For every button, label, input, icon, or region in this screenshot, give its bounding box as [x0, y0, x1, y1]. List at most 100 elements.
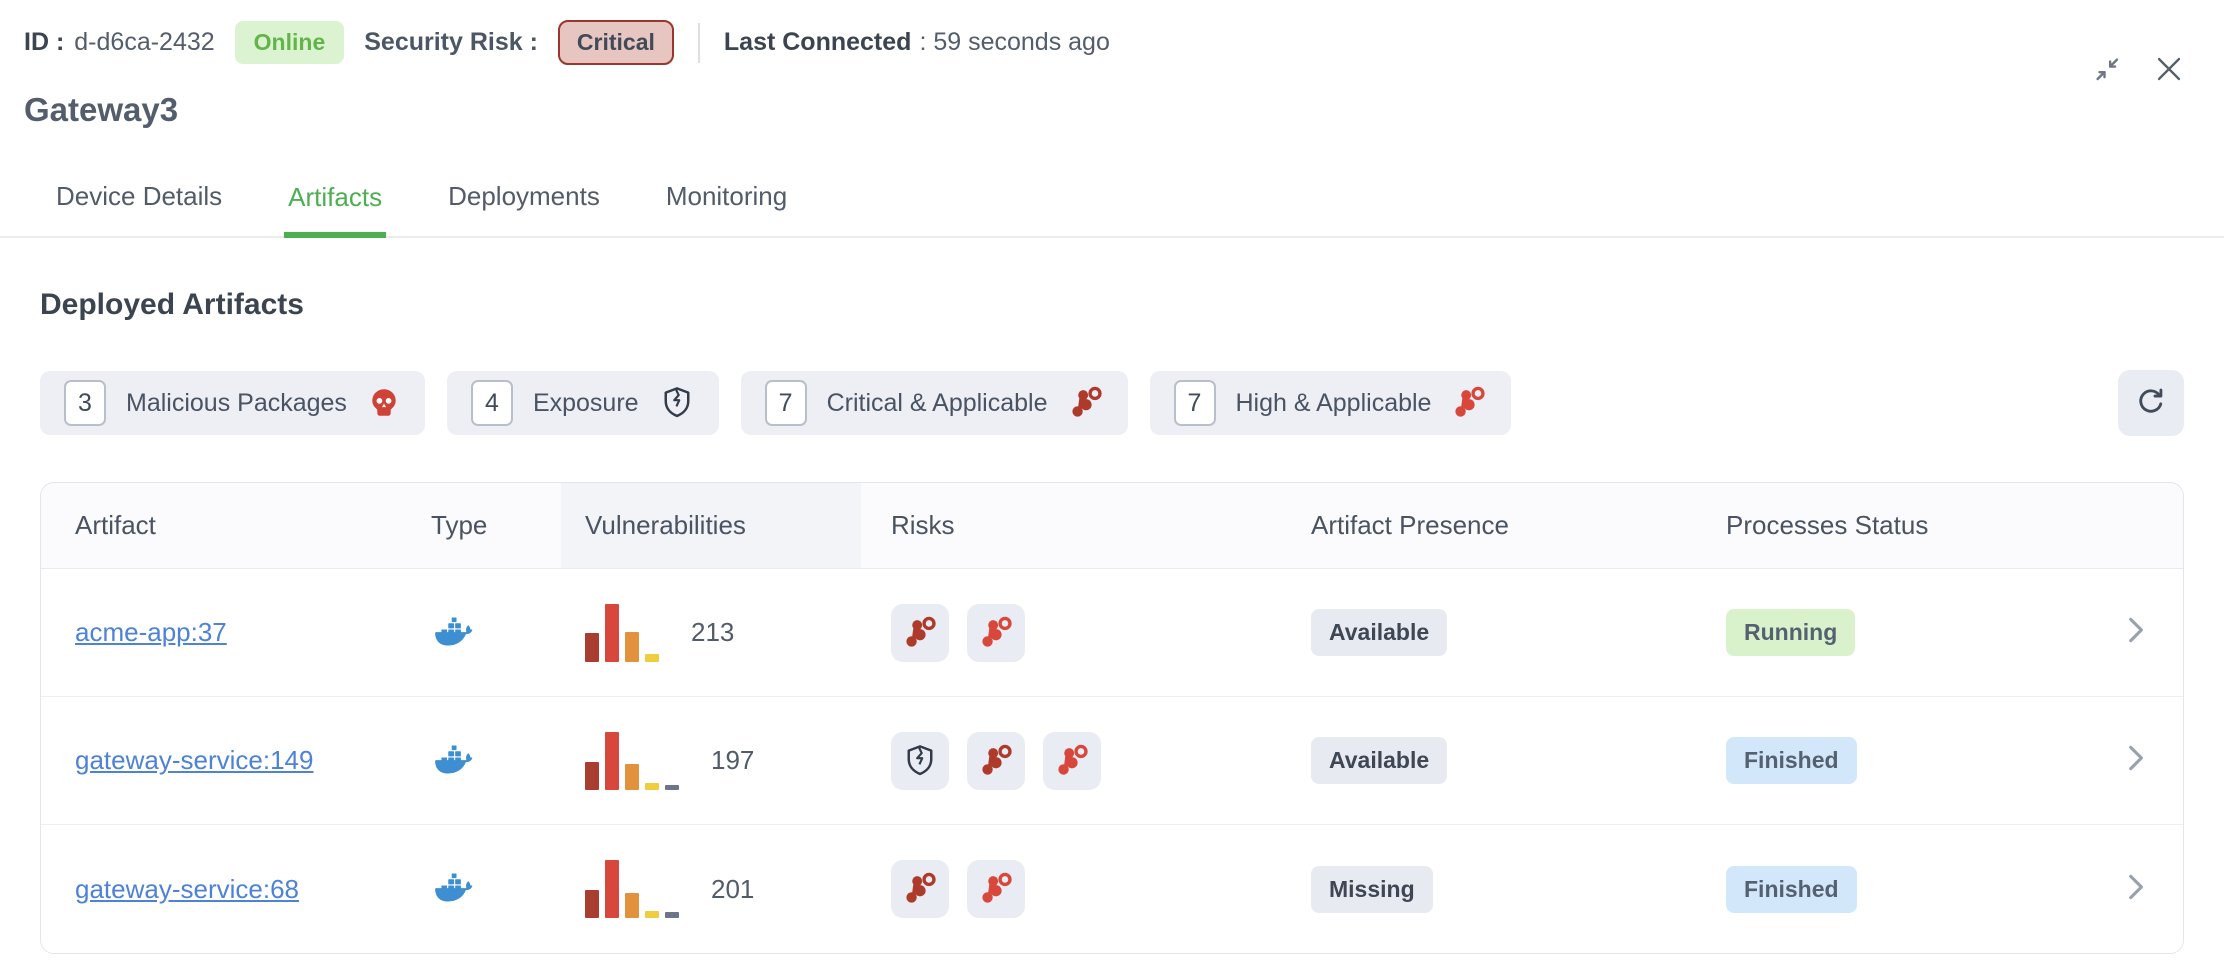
risk-icons	[861, 860, 1281, 918]
docker-icon	[431, 615, 561, 651]
device-meta-row: ID : d-d6ca-2432 Online Security Risk : …	[24, 20, 2184, 65]
shield-crack-icon[interactable]	[891, 731, 949, 790]
status-badge: Running	[1726, 609, 1856, 656]
table-row: gateway-service:68 201 Missing Finished	[41, 825, 2183, 953]
column-header-artifact-presence[interactable]: Artifact Presence	[1311, 510, 1509, 540]
refresh-button[interactable]	[2118, 370, 2184, 436]
collapse-icon	[2092, 54, 2122, 87]
applicable-high-icon[interactable]	[967, 603, 1025, 662]
presence-badge: Missing	[1311, 865, 1433, 913]
artifact-link[interactable]: gateway-service:149	[75, 745, 314, 775]
vulnerability-severity-bars	[585, 731, 679, 790]
filter-count: 3	[64, 380, 106, 426]
chevron-right-icon[interactable]	[2118, 613, 2152, 652]
applicable-high-icon	[1451, 385, 1487, 421]
filter-count: 7	[1173, 380, 1216, 426]
close-icon	[2152, 52, 2186, 89]
last-connected-label: Last Connected	[723, 28, 912, 56]
column-header-processes-status[interactable]: Processes Status	[1726, 510, 1929, 540]
artifacts-section: Deployed Artifacts 3 Malicious Packages 4…	[0, 288, 2224, 954]
vulnerability-count: 201	[711, 873, 755, 904]
table-header: Artifact Type Vulnerabilities Risks Arti…	[41, 483, 2183, 569]
vulnerability-severity-bars	[585, 603, 659, 662]
severity-bar	[645, 911, 659, 918]
column-header-type[interactable]: Type	[431, 510, 488, 540]
tab-deployments[interactable]: Deployments	[444, 169, 604, 236]
tab-device-details[interactable]: Device Details	[52, 169, 226, 236]
docker-icon	[431, 871, 561, 907]
page-title: Gateway3	[24, 91, 179, 128]
last-connected-value: : 59 seconds ago	[919, 28, 1110, 56]
applicable-critical-icon[interactable]	[891, 860, 949, 918]
filter-count: 4	[470, 380, 513, 426]
filter-count: 7	[764, 380, 807, 426]
vulnerability-count: 197	[711, 745, 755, 775]
presence-badge: Available	[1311, 737, 1448, 784]
chevron-right-icon[interactable]	[2118, 741, 2152, 780]
device-id-label: ID :	[24, 28, 65, 56]
status-badge: Finished	[1726, 865, 1857, 913]
filter-chips: 3 Malicious Packages 4 Exposure 7 Critical …	[40, 371, 2118, 435]
filter-chip-malicious-packages[interactable]: 3 Malicious Packages	[40, 371, 425, 435]
risk-icons	[861, 731, 1281, 790]
section-title: Deployed Artifacts	[40, 288, 304, 321]
filter-label: Critical & Applicable	[826, 388, 1048, 417]
tab-bar: Device Details Artifacts Deployments Mon…	[0, 169, 2224, 238]
device-id: ID : d-d6ca-2432	[24, 28, 215, 57]
filter-label: High & Applicable	[1235, 388, 1432, 417]
severity-bar	[605, 731, 619, 790]
docker-icon	[431, 743, 561, 779]
tab-artifacts[interactable]: Artifacts	[284, 169, 387, 238]
severity-bar	[585, 890, 599, 918]
applicable-critical-icon[interactable]	[891, 603, 949, 662]
close-panel-button[interactable]	[2152, 52, 2186, 89]
filter-chip-critical-applicable[interactable]: 7 Critical & Applicable	[740, 371, 1128, 435]
filter-label: Exposure	[532, 388, 639, 417]
column-header-vulnerabilities[interactable]: Vulnerabilities	[561, 483, 861, 568]
divider	[697, 22, 700, 63]
severity-bar	[585, 632, 599, 662]
table-row: gateway-service:149 197 Available	[41, 697, 2183, 825]
severity-bar	[665, 784, 679, 790]
tab-monitoring[interactable]: Monitoring	[662, 169, 791, 236]
severity-bar	[605, 603, 619, 662]
artifact-link[interactable]: gateway-service:68	[75, 873, 299, 904]
severity-bar	[625, 631, 639, 662]
last-connected: Last Connected: 59 seconds ago	[724, 28, 1110, 57]
severity-bar	[665, 912, 679, 918]
filter-label: Malicious Packages	[126, 388, 347, 417]
severity-bar	[605, 860, 619, 918]
refresh-icon	[2134, 385, 2168, 422]
vulnerability-count: 213	[691, 617, 735, 647]
online-status-badge: Online	[234, 21, 345, 64]
severity-bar	[625, 893, 639, 918]
column-header-risks[interactable]: Risks	[891, 510, 955, 540]
panel-header: ID : d-d6ca-2432 Online Security Risk : …	[0, 0, 2224, 129]
collapse-panel-button[interactable]	[2092, 54, 2122, 87]
window-actions	[2092, 52, 2186, 89]
artifacts-table: Artifact Type Vulnerabilities Risks Arti…	[40, 482, 2184, 954]
vulnerability-severity-bars	[585, 860, 679, 918]
column-header-artifact[interactable]: Artifact	[75, 510, 156, 540]
device-id-value: d-d6ca-2432	[74, 28, 215, 56]
severity-bar	[585, 761, 599, 790]
artifact-link[interactable]: acme-app:37	[75, 617, 227, 647]
applicable-critical-icon[interactable]	[967, 731, 1025, 790]
chevron-right-icon[interactable]	[2118, 870, 2152, 909]
filters-row: 3 Malicious Packages 4 Exposure 7 Critical …	[40, 370, 2184, 436]
filter-chip-high-applicable[interactable]: 7 High & Applicable	[1149, 371, 1512, 435]
severity-bar	[645, 653, 659, 662]
column-header-actions	[2086, 483, 2183, 568]
severity-bar	[625, 763, 639, 790]
severity-bar	[645, 782, 659, 790]
table-row: acme-app:37 213 Available Running	[41, 569, 2183, 697]
applicable-high-icon[interactable]	[967, 860, 1025, 918]
applicable-critical-icon	[1068, 385, 1104, 421]
presence-badge: Available	[1311, 609, 1448, 656]
skull-icon	[367, 386, 401, 420]
shield-crack-icon	[659, 385, 695, 421]
filter-chip-exposure[interactable]: 4 Exposure	[446, 371, 719, 435]
status-badge: Finished	[1726, 737, 1857, 784]
applicable-high-icon[interactable]	[1043, 731, 1101, 790]
